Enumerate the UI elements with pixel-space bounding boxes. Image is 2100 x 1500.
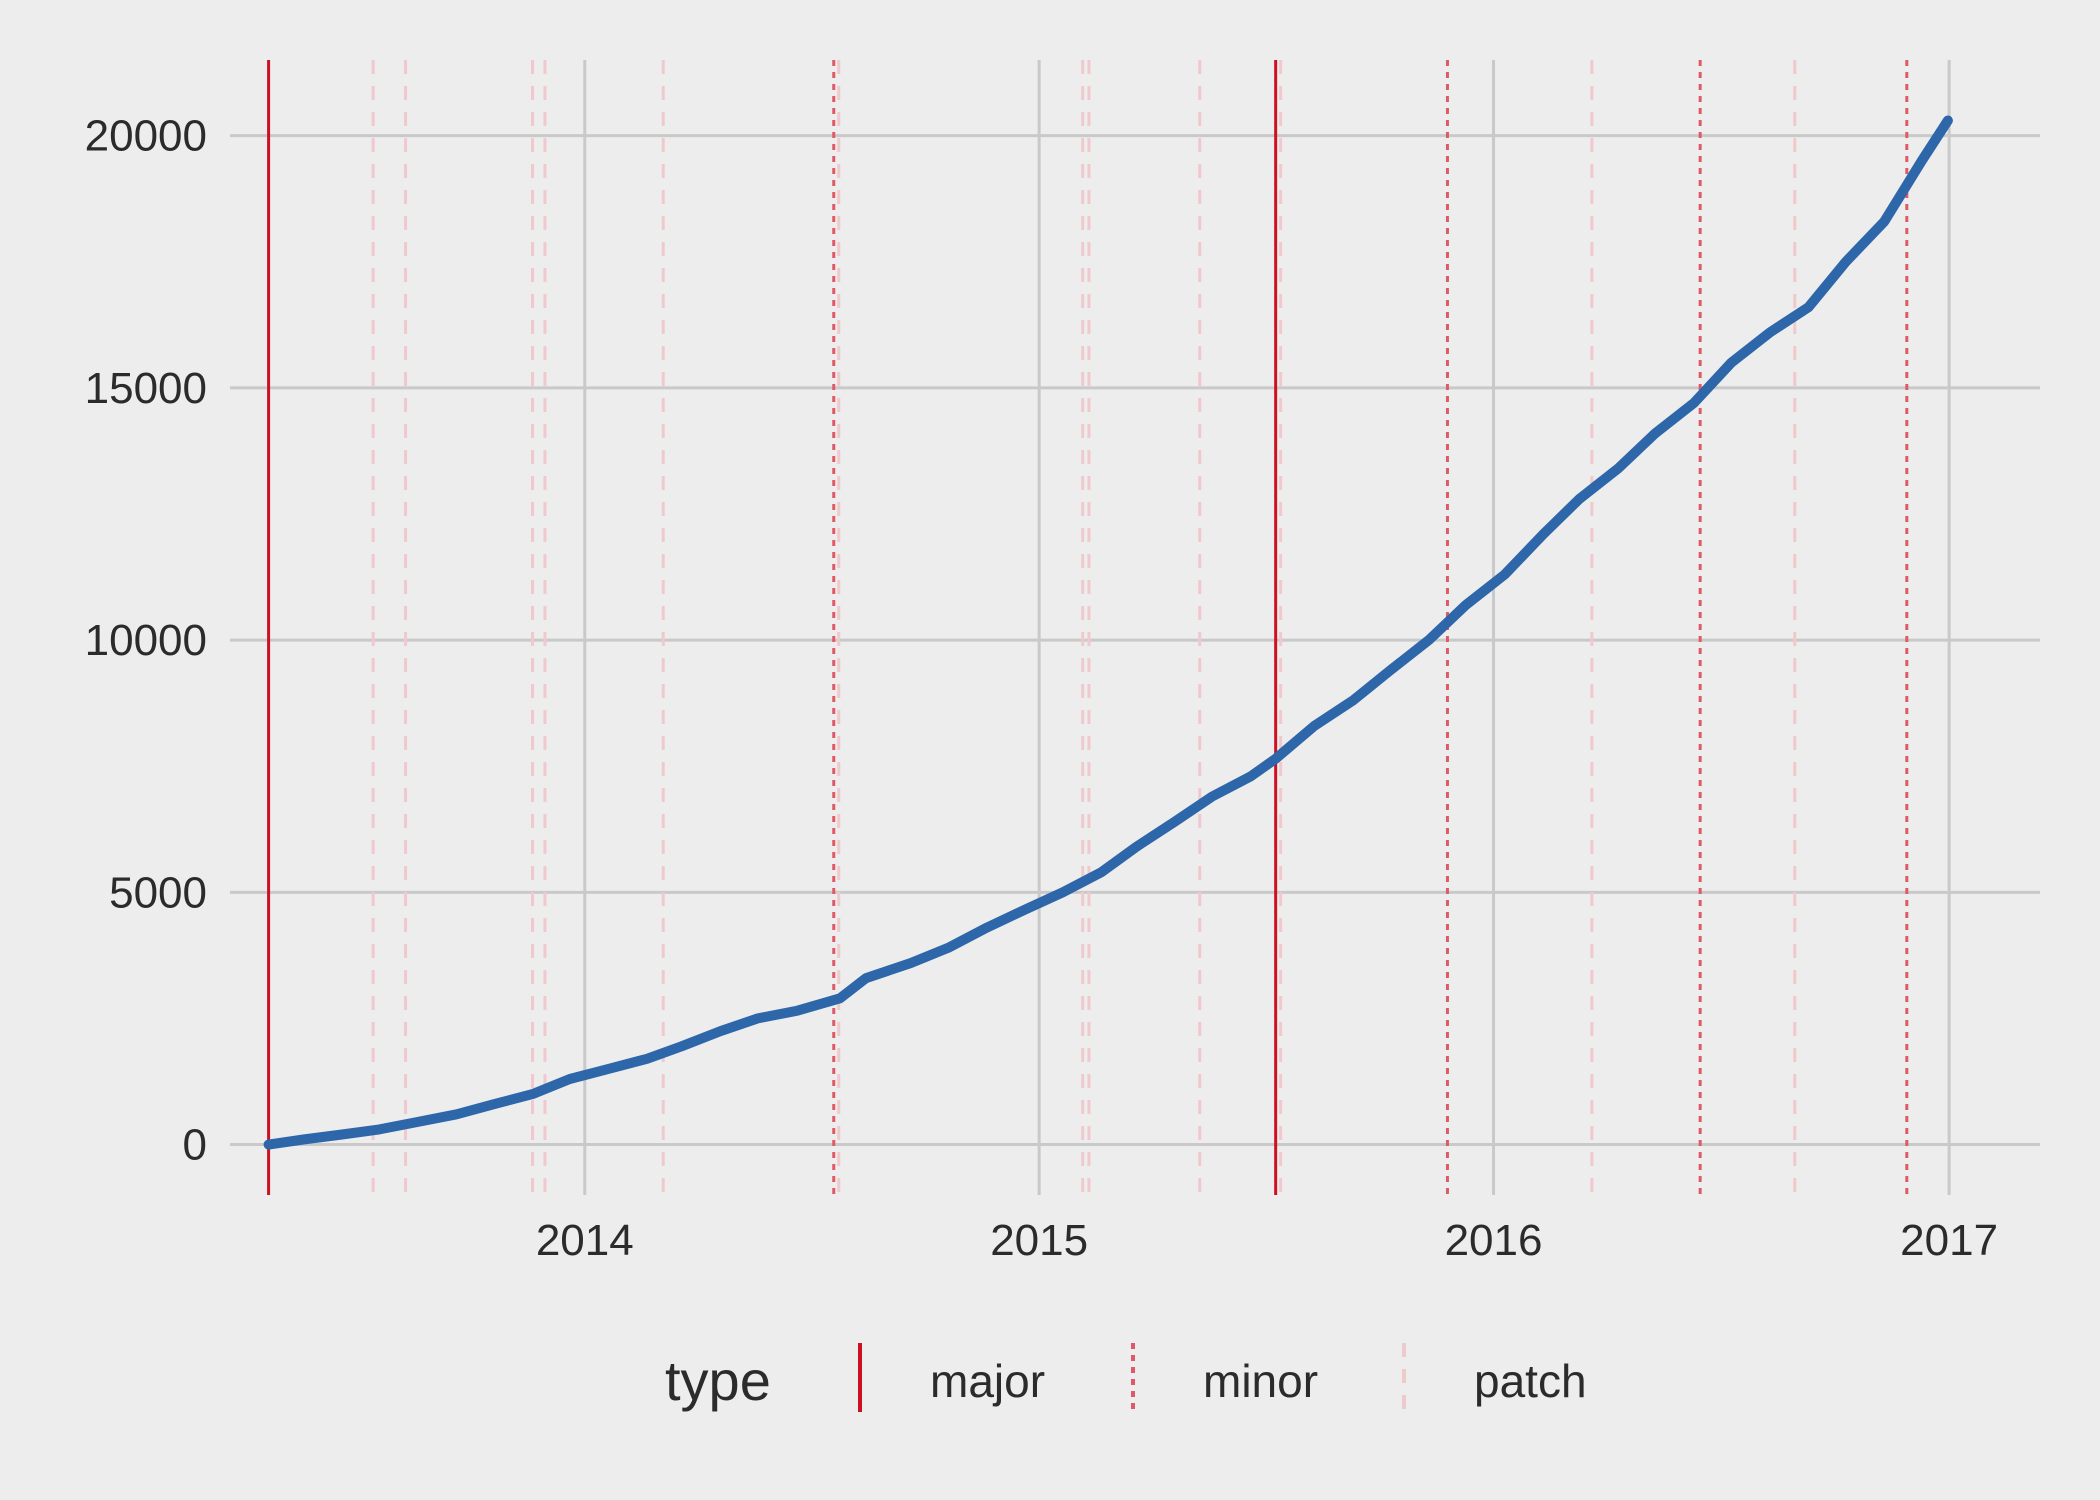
y-tick-label: 0	[183, 1121, 207, 1170]
legend-title: type	[665, 1349, 771, 1412]
y-tick-label: 15000	[85, 364, 207, 413]
series-line	[263, 115, 1953, 1150]
axis-labels: 0 5000 10000 15000 20000 2014 2015 2016 2017	[85, 112, 1998, 1265]
y-tick-label: 20000	[85, 112, 207, 161]
x-tick-label: 2017	[1900, 1216, 1998, 1265]
y-tick-label: 5000	[109, 868, 207, 917]
x-tick-label: 2016	[1445, 1216, 1543, 1265]
legend: type major minor patch	[665, 1343, 1587, 1412]
series-layer	[263, 115, 1953, 1150]
grid-layer	[230, 60, 2040, 1195]
legend-label-patch: patch	[1474, 1355, 1587, 1407]
legend-label-minor: minor	[1203, 1355, 1318, 1407]
legend-label-major: major	[930, 1355, 1045, 1407]
release-lines	[267, 60, 1909, 1195]
x-tick-label: 2015	[990, 1216, 1088, 1265]
x-tick-label: 2014	[536, 1216, 634, 1265]
y-tick-label: 10000	[85, 616, 207, 665]
